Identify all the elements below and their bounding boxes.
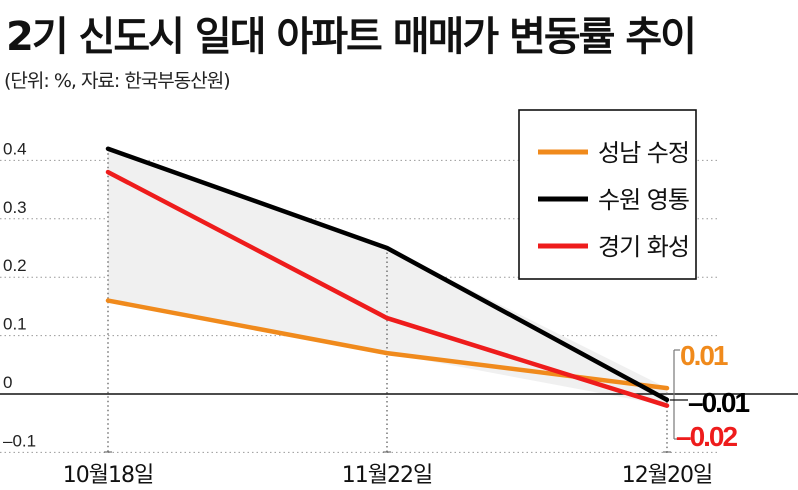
legend-label: 수원 영통: [598, 186, 689, 214]
x-tick-label: 12월20일: [622, 463, 712, 488]
y-tick-label: 0.4: [3, 139, 27, 158]
axes: [0, 148, 798, 453]
end-value-label: –0.01: [688, 387, 749, 418]
series-line: [105, 146, 670, 403]
shaded-area: [108, 148, 667, 406]
x-tick-label: 10월18일: [63, 463, 153, 488]
y-tick-label: 0: [3, 373, 12, 392]
series-lines: [105, 146, 670, 408]
chart-subtitle: (단위: %, 자료: 한국부동산원): [4, 70, 231, 92]
end-labels: 0.01 –0.01–0.02: [670, 340, 751, 452]
y-tick-label: –0.1: [3, 431, 36, 450]
x-tick-label: 11월22일: [342, 463, 432, 488]
chart-title: 2기 신도시 일대 아파트 매매가 변동률 추이: [6, 14, 697, 60]
legend-label: 성남 수정: [598, 139, 689, 167]
legend-label: 경기 화성: [598, 233, 689, 261]
x-tick-labels: 10월18일 11월22일 12월20일: [63, 463, 713, 488]
end-value-label: –0.02: [676, 421, 737, 452]
range-band: [108, 148, 667, 406]
y-tick-label: 0.3: [3, 198, 27, 217]
y-tick-labels: 0.4 0.3 0.2 0.1 0 –0.1: [3, 139, 36, 450]
series-line: [105, 169, 670, 408]
y-tick-label: 0.2: [3, 256, 27, 275]
legend-box: [518, 109, 697, 280]
y-tick-label: 0.1: [3, 315, 27, 334]
end-value-label: 0.01: [680, 340, 728, 371]
